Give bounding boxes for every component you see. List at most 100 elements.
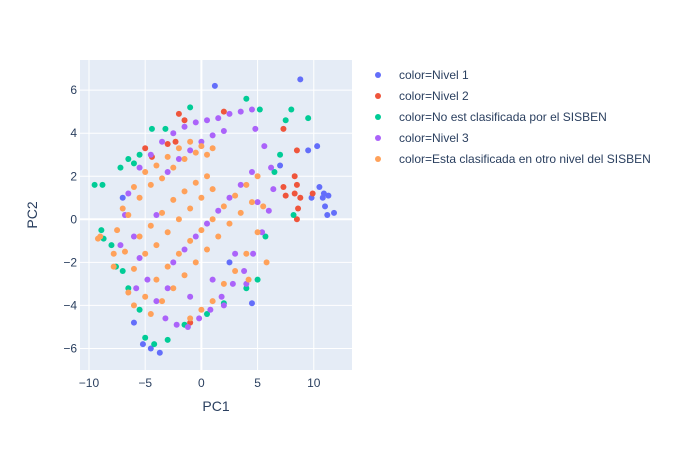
scatter-point <box>136 151 143 158</box>
scatter-point <box>277 162 284 169</box>
scatter-point <box>245 276 252 283</box>
scatter-point <box>153 242 160 249</box>
legend[interactable]: color=Nivel 1 color=Nivel 2 color=No est c… <box>375 68 651 166</box>
scatter-point <box>125 285 132 292</box>
scatter-point <box>125 212 132 218</box>
scatter-point <box>260 203 267 210</box>
scatter-point <box>119 205 126 212</box>
scatter-point <box>218 293 225 300</box>
y-tick-label: 0 <box>70 212 77 226</box>
x-tick-label: 5 <box>254 376 261 390</box>
scatter-point <box>159 298 166 305</box>
scatter-point <box>114 227 121 234</box>
series-2 <box>91 95 312 348</box>
legend-item[interactable]: color=Nivel 2 <box>375 89 469 103</box>
scatter-point <box>254 229 261 236</box>
y-tick-label: −6 <box>63 341 77 355</box>
scatter-point <box>254 276 261 283</box>
scatter-point <box>130 184 137 191</box>
scatter-point <box>324 212 331 218</box>
legend-item[interactable]: color=Esta clasificada en otro nivel del… <box>375 152 651 166</box>
scatter-point <box>305 147 312 154</box>
scatter-points <box>91 76 338 356</box>
scatter-point <box>99 181 106 188</box>
legend-marker <box>375 156 381 162</box>
scatter-point <box>173 321 180 328</box>
scatter-point <box>192 233 199 240</box>
scatter-point <box>136 306 143 313</box>
scatter-point <box>229 280 236 287</box>
x-tick-label: −10 <box>79 376 100 390</box>
scatter-point <box>175 216 182 223</box>
scatter-point <box>243 95 250 102</box>
x-tick-label: 0 <box>198 376 205 390</box>
scatter-point <box>226 110 233 117</box>
scatter-point <box>226 220 233 227</box>
scatter-point <box>94 235 101 242</box>
scatter-point <box>295 205 302 212</box>
scatter-point <box>136 194 143 201</box>
scatter-point <box>110 250 117 257</box>
legend-item[interactable]: color=Nivel 3 <box>375 131 469 145</box>
x-tick-label: −5 <box>138 376 152 390</box>
scatter-point <box>305 115 312 122</box>
scatter-point <box>248 168 255 175</box>
scatter-point <box>172 138 179 145</box>
scatter-point <box>250 250 257 257</box>
scatter-point <box>164 229 171 236</box>
scatter-point <box>164 285 171 292</box>
scatter-point <box>309 190 316 197</box>
scatter-point <box>170 164 177 171</box>
scatter-point <box>121 248 128 255</box>
scatter-point <box>136 233 143 240</box>
y-tick-label: −2 <box>63 255 77 269</box>
scatter-point <box>147 222 154 229</box>
scatter-point <box>142 145 149 152</box>
scatter-point <box>232 267 239 274</box>
scatter-point <box>192 179 199 186</box>
scatter-point <box>151 341 158 348</box>
legend-item[interactable]: color=Nivel 1 <box>375 68 469 82</box>
scatter-point <box>270 186 277 193</box>
scatter-point <box>130 319 137 326</box>
series-1 <box>142 108 316 326</box>
scatter-point <box>91 181 98 188</box>
scatter-point <box>215 207 222 214</box>
scatter-point <box>156 349 163 356</box>
scatter-point <box>280 184 287 191</box>
scatter-point <box>237 181 244 188</box>
scatter-point <box>314 143 321 150</box>
scatter-point <box>142 334 149 341</box>
scatter-point <box>139 341 146 348</box>
scatter-point <box>248 300 255 307</box>
scatter-point <box>181 246 188 253</box>
legend-item[interactable]: color=No est clasificada por el SISBEN <box>375 110 607 124</box>
scatter-point <box>204 173 211 180</box>
scatter-point <box>262 233 269 240</box>
scatter-point <box>164 168 171 175</box>
scatter-point <box>175 250 182 257</box>
scatter-point <box>220 302 227 309</box>
scatter-point <box>187 147 194 154</box>
scatter-point <box>220 203 227 210</box>
scatter-point <box>220 108 227 115</box>
legend-marker <box>375 72 381 78</box>
scatter-point <box>187 315 194 322</box>
y-axis-ticks: −6 −4 −2 0 2 4 6 <box>63 83 77 355</box>
scatter-point <box>136 164 143 171</box>
scatter-point <box>248 199 255 206</box>
scatter-point <box>110 263 117 270</box>
scatter-point <box>175 156 182 163</box>
scatter-point <box>147 181 154 188</box>
scatter-point <box>147 311 154 318</box>
scatter-point <box>254 199 261 206</box>
scatter-point <box>320 190 327 197</box>
scatter-point <box>209 298 216 305</box>
scatter-point <box>215 233 222 240</box>
scatter-point <box>271 168 278 175</box>
scatter-point <box>164 263 171 270</box>
scatter-point <box>243 181 250 188</box>
scatter-point <box>144 276 151 283</box>
scatter-point <box>187 293 194 300</box>
scatter-point <box>130 233 137 240</box>
